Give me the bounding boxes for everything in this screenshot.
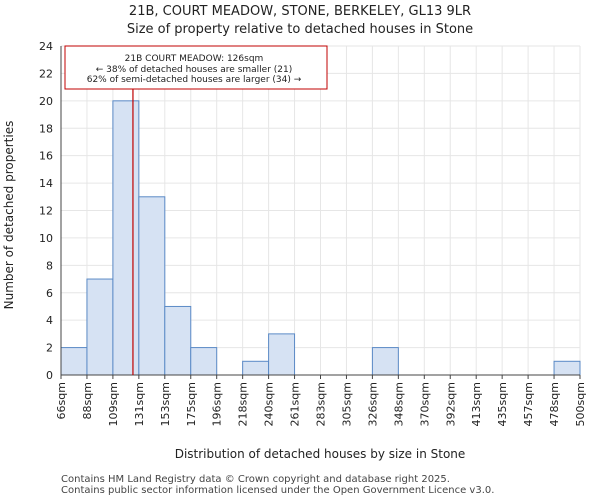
annotation-box: 21B COURT MEADOW: 126sqm← 38% of detache… [64,45,328,90]
bars [60,100,581,376]
x-tick-label: 305sqm [340,382,353,426]
x-tick-label: 240sqm [263,382,276,426]
x-tick-label: 196sqm [211,382,224,426]
x-tick-label: 66sqm [55,382,68,419]
x-tick-label: 392sqm [444,382,457,426]
x-tick-label: 283sqm [315,382,328,426]
x-tick-label: 478sqm [548,382,561,426]
x-tick-label: 153sqm [159,382,172,426]
x-tick-label: 435sqm [496,382,509,426]
x-tick-label: 261sqm [289,382,302,426]
y-axis-label: Number of detached properties [2,121,16,310]
y-tick-label: 14 [39,177,53,190]
histogram-bar [242,360,270,376]
histogram-bar [190,347,218,376]
y-tick-label: 2 [46,342,53,355]
x-tick-labels: 66sqm 88sqm 109sqm 131sqm 153sqm 175sqm 196sqm… [55,375,587,426]
x-tick-label: 131sqm [133,382,146,426]
y-tick-label: 18 [39,122,53,135]
histogram-bar [60,347,88,376]
footer-line-2: Contains public sector information licen… [61,485,495,496]
x-tick-label: 175sqm [185,382,198,426]
y-tick-label: 20 [39,95,53,108]
x-tick-label: 370sqm [418,382,431,426]
x-tick-label: 413sqm [470,382,483,426]
annotation-line: 21B COURT MEADOW: 126sqm [125,54,264,64]
annotation-line: ← 38% of detached houses are smaller (21… [96,65,293,75]
x-tick-label: 88sqm [81,382,94,419]
x-axis-label: Distribution of detached houses by size … [175,447,466,461]
y-tick-label: 12 [39,205,53,218]
y-tick-label: 16 [39,150,53,163]
y-tick-label: 24 [39,40,53,53]
y-tick-label: 6 [46,287,53,300]
x-tick-label: 457sqm [522,382,535,426]
chart-subtitle: Size of property relative to detached ho… [126,22,474,37]
histogram-bar [371,347,399,376]
y-tick-label: 8 [46,259,53,272]
x-tick-label: 109sqm [107,382,120,426]
footer-line-1: Contains HM Land Registry data © Crown c… [61,474,450,485]
histogram-bar [112,100,140,376]
histogram-bar [553,360,581,376]
x-tick-label: 348sqm [392,382,405,426]
y-tick-label: 22 [39,67,53,80]
annotation-frame [64,45,328,90]
x-tick-label: 326sqm [366,382,379,426]
annotation-line: 62% of semi-detached houses are larger (… [87,75,302,85]
y-tick-label: 4 [46,314,53,327]
histogram-bar [138,196,166,376]
x-tick-label: 218sqm [237,382,250,426]
gridlines [60,45,581,376]
x-tick-label: 500sqm [574,382,587,426]
histogram-bar [164,305,192,376]
y-tick-label: 0 [46,369,53,382]
chart-title: 21B, COURT MEADOW, STONE, BERKELEY, GL13… [128,4,472,19]
histogram-bar [86,278,114,376]
y-tick-label: 10 [39,232,53,245]
histogram-bar [268,333,296,376]
